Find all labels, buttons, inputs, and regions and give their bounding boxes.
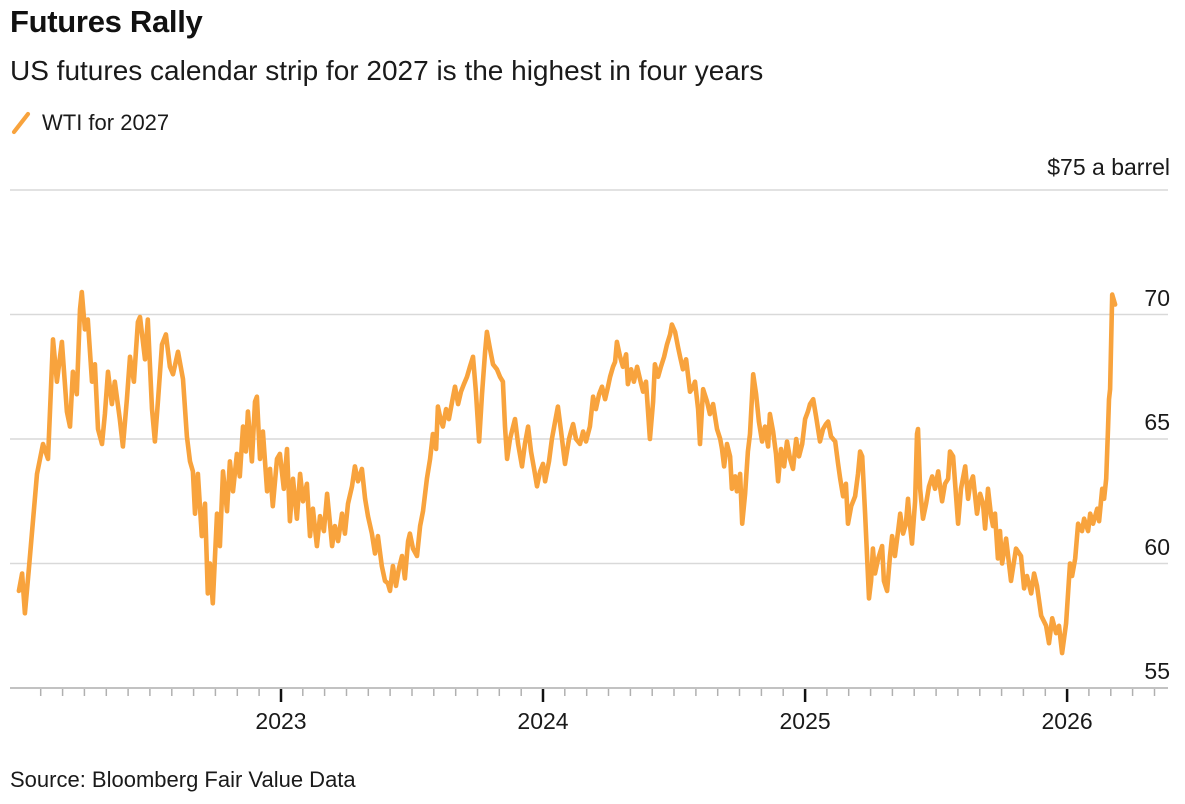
legend-label: WTI for 2027 xyxy=(42,110,170,135)
legend: WTI for 2027 xyxy=(10,110,169,136)
x-tick-label-2024: 2024 xyxy=(517,708,569,734)
y-tick-label-60: 60 xyxy=(1144,533,1170,560)
y-tick-label-55: 55 xyxy=(1144,658,1170,684)
series-line-WTI for 2027 xyxy=(16,289,1118,656)
y-tick-label-65: 65 xyxy=(1144,409,1170,435)
y-tick-label-70: 70 xyxy=(1144,284,1170,311)
source-note: Source: Bloomberg Fair Value Data xyxy=(10,767,356,792)
x-tick-label-2025: 2025 xyxy=(779,708,831,734)
x-tick-label-2023: 2023 xyxy=(255,708,307,734)
x-tick-label-2026: 2026 xyxy=(1041,708,1093,734)
chart-title: Futures Rally xyxy=(10,4,203,39)
chart-subtitle: US futures calendar strip for 2027 is th… xyxy=(10,55,764,86)
y-axis-unit-label: $75 a barrel xyxy=(1047,154,1170,180)
line-series-slash-icon xyxy=(11,111,31,135)
